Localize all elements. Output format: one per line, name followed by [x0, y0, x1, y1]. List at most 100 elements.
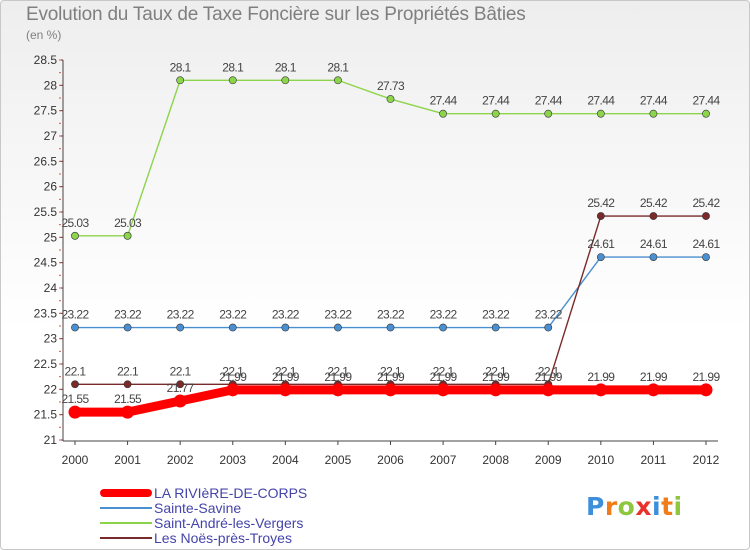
- logo-letter: i: [673, 492, 683, 521]
- x-tick-label: 2003: [219, 453, 246, 467]
- data-point: [544, 109, 553, 118]
- x-tick-label: 2002: [167, 453, 194, 467]
- data-point: [596, 212, 605, 220]
- data-label: 23.22: [272, 308, 300, 322]
- data-label: 22.1: [485, 364, 507, 378]
- data-labels: 25.03 25.03 28.1 28.1 28.1 28.1 27.73 27.44 27.4…: [61, 60, 721, 406]
- data-point: [491, 109, 500, 118]
- logo-letter: i: [652, 492, 662, 521]
- logo-letter: P: [586, 492, 605, 521]
- data-label: 23.22: [324, 308, 352, 322]
- data-label: 21.77: [167, 381, 195, 395]
- data-label: 22.1: [275, 364, 297, 378]
- data-label: 21.99: [430, 370, 458, 384]
- data-label: 21.99: [587, 370, 615, 384]
- data-point: [439, 323, 447, 332]
- legend-label: Saint-André-les-Vergers: [154, 515, 304, 531]
- data-label: 22.1: [380, 364, 402, 378]
- x-tick-label: 2001: [114, 453, 141, 467]
- data-label: 22.1: [65, 364, 87, 378]
- legend-swatch: [100, 489, 152, 497]
- y-tick-label: 28.5: [34, 53, 58, 67]
- y-tick-label: 22: [44, 382, 58, 396]
- y-tick-label: 21: [44, 433, 58, 447]
- y-tick-label: 27: [44, 129, 58, 143]
- data-point: [176, 323, 185, 332]
- legend-label: Sainte-Savine: [154, 500, 242, 516]
- data-label: 25.03: [114, 216, 142, 230]
- data-point: [278, 383, 292, 397]
- legend-label: Les Noës-près-Troyes: [154, 530, 292, 546]
- data-point: [226, 383, 240, 397]
- x-tick-label: 2010: [587, 453, 614, 467]
- x-tick-labels: 2000 2001 2002 2003 2004 2005 2006 2007 2008 2009…: [62, 453, 720, 467]
- data-label: 25.42: [640, 196, 668, 210]
- data-point: [596, 253, 605, 261]
- data-label: 21.99: [219, 370, 247, 384]
- data-point: [71, 380, 79, 389]
- data-point: [649, 212, 658, 220]
- y-tick-labels: 21 21.5 22 22.5 23 23.5 24 24.5 25 25.5 26 26.5 27 27…: [34, 53, 58, 447]
- x-tick-label: 2008: [482, 453, 509, 467]
- data-point: [649, 109, 658, 118]
- x-tick-label: 2006: [377, 453, 404, 467]
- data-label: 21.99: [272, 370, 300, 384]
- data-point: [281, 323, 290, 332]
- legend-swatch: [100, 537, 152, 539]
- data-point: [541, 383, 555, 397]
- data-point: [331, 383, 345, 397]
- y-tick-label: 25.5: [34, 205, 58, 219]
- data-point: [386, 323, 395, 332]
- data-point: [544, 323, 553, 332]
- y-tick-label: 24.5: [34, 256, 58, 270]
- data-label: 22.1: [433, 364, 455, 378]
- data-point: [384, 383, 397, 397]
- data-label: 21.99: [692, 370, 720, 384]
- data-label: 21.99: [482, 370, 510, 384]
- data-label: 27.44: [482, 94, 510, 108]
- data-point: [439, 109, 447, 118]
- data-label: 27.44: [430, 94, 458, 108]
- data-point: [228, 76, 237, 85]
- data-point: [646, 383, 660, 397]
- y-tick-label: 28: [44, 78, 58, 92]
- data-label: 22.1: [222, 364, 244, 378]
- chart-title: Evolution du Taux de Taxe Foncière sur l…: [26, 4, 526, 25]
- y-tick-label: 21.5: [34, 408, 58, 422]
- axes: [59, 59, 718, 445]
- data-point: [281, 76, 290, 85]
- data-label: 25.42: [692, 196, 720, 210]
- data-point: [176, 380, 185, 389]
- data-label: 28.1: [327, 60, 349, 74]
- data-point: [594, 383, 608, 397]
- data-point: [491, 323, 500, 332]
- data-point: [173, 394, 187, 408]
- data-point: [489, 383, 503, 397]
- data-label: 27.73: [377, 79, 405, 93]
- logo-letter: t: [661, 492, 674, 521]
- data-label: 28.1: [275, 60, 297, 74]
- data-label: 22.1: [170, 364, 192, 378]
- data-label: 24.61: [587, 237, 615, 251]
- data-label: 21.99: [324, 370, 352, 384]
- data-label: 23.22: [61, 308, 89, 322]
- data-label: 27.44: [692, 94, 720, 108]
- data-point: [702, 212, 710, 220]
- data-point: [699, 383, 713, 397]
- y-tick-label: 25: [44, 230, 58, 244]
- data-label: 21.99: [535, 370, 563, 384]
- x-tick-label: 2011: [641, 453, 667, 467]
- data-label: 22.1: [327, 364, 349, 378]
- data-point: [228, 323, 237, 332]
- data-label: 21.99: [377, 370, 405, 384]
- data-label: 24.61: [640, 237, 668, 251]
- y-tick-label: 26.5: [34, 154, 58, 168]
- data-point: [68, 405, 82, 419]
- data-label: 24.61: [692, 237, 720, 251]
- data-label: 23.22: [167, 308, 195, 322]
- series-points: [68, 76, 713, 419]
- data-point: [334, 76, 342, 85]
- y-tick-label: 23: [44, 332, 58, 346]
